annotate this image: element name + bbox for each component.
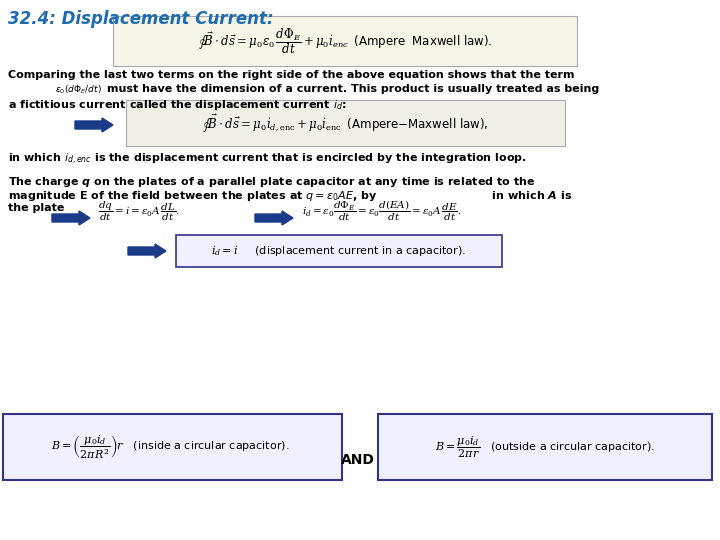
FancyArrow shape xyxy=(52,211,90,225)
FancyBboxPatch shape xyxy=(176,235,502,267)
FancyBboxPatch shape xyxy=(3,414,342,480)
Text: the plate: the plate xyxy=(8,203,64,213)
Text: $\oint \vec{B} \cdot d\vec{s} = \mu_0 i_{d,\mathrm{enc}} + \mu_0 i_\mathrm{enc}$: $\oint \vec{B} \cdot d\vec{s} = \mu_0 i_… xyxy=(202,112,488,134)
Text: must have the dimension of a current. This product is usually treated as being: must have the dimension of a current. Th… xyxy=(107,84,599,94)
Text: $B = \left(\dfrac{\mu_0 i_d}{2\pi R^2}\right) r$$\quad$(inside a circular capaci: $B = \left(\dfrac{\mu_0 i_d}{2\pi R^2}\r… xyxy=(51,434,289,461)
Text: AND: AND xyxy=(341,453,375,467)
FancyArrow shape xyxy=(75,118,113,132)
Text: Comparing the last two terms on the right side of the above equation shows that : Comparing the last two terms on the righ… xyxy=(8,70,575,80)
FancyBboxPatch shape xyxy=(378,414,712,480)
Text: $i_d = i$     (displacement current in a capacitor).: $i_d = i$ (displacement current in a cap… xyxy=(212,244,467,258)
Text: 32.4: Displacement Current:: 32.4: Displacement Current: xyxy=(8,10,274,28)
FancyArrow shape xyxy=(255,211,293,225)
Text: $\oint \vec{B} \cdot d\vec{s} = \mu_0\varepsilon_0 \,\dfrac{d\Phi_E}{dt} + \mu_0: $\oint \vec{B} \cdot d\vec{s} = \mu_0\va… xyxy=(198,26,492,56)
Text: a fictitious current called the displacement current $\boldsymbol{i_d}$:: a fictitious current called the displace… xyxy=(8,98,347,112)
Text: $\dfrac{dq}{dt} = i = \varepsilon_0 A\, \dfrac{dL}{dt}$.: $\dfrac{dq}{dt} = i = \varepsilon_0 A\, … xyxy=(98,199,180,222)
FancyBboxPatch shape xyxy=(126,100,565,146)
Text: $\varepsilon_0(d\Phi_E/dt)$: $\varepsilon_0(d\Phi_E/dt)$ xyxy=(55,84,102,97)
Text: in which $\boldsymbol{i_{d,enc}}$ is the displacement current that is encircled : in which $\boldsymbol{i_{d,enc}}$ is the… xyxy=(8,152,527,167)
Text: magnitude E of the field between the plates at $q = \varepsilon_0 AE$, by       : magnitude E of the field between the pla… xyxy=(8,189,572,203)
Text: $i_d = \varepsilon_0 \dfrac{d\Phi_E}{dt} = \varepsilon_0 \dfrac{d(EA)}{dt} = \va: $i_d = \varepsilon_0 \dfrac{d\Phi_E}{dt}… xyxy=(302,199,462,223)
FancyBboxPatch shape xyxy=(113,16,577,66)
Text: $B = \dfrac{\mu_0 i_d}{2\pi r}$$\quad$(outside a circular capacitor).: $B = \dfrac{\mu_0 i_d}{2\pi r}$$\quad$(o… xyxy=(435,434,655,460)
FancyArrow shape xyxy=(128,244,166,258)
Text: The charge $\boldsymbol{q}$ on the plates of a parallel plate capacitor at any t: The charge $\boldsymbol{q}$ on the plate… xyxy=(8,175,536,189)
